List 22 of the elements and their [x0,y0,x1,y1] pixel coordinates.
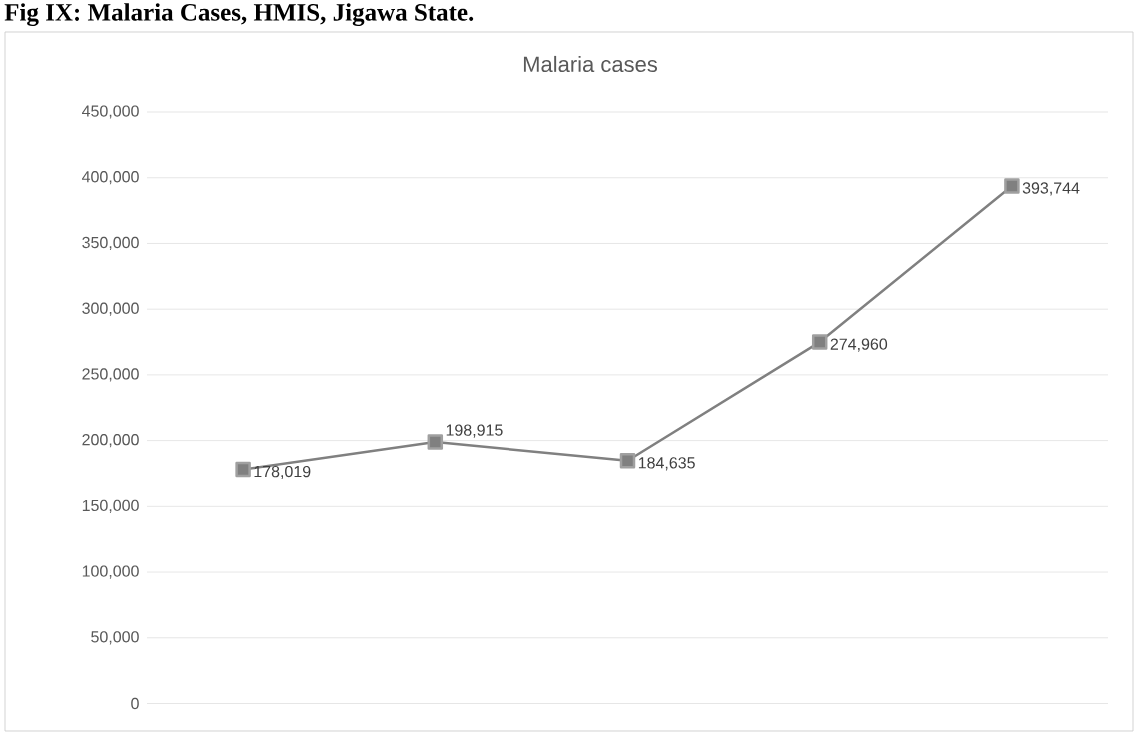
chart-title: Fig IX: Malaria Cases, HMIS, Jigawa State. [4,3,474,27]
y-tick-label: 450,000 [82,105,139,119]
point [1004,178,1020,194]
point [235,461,251,478]
y-tick-label: 0 [131,697,139,710]
data-label: 274,960 [830,338,888,352]
y-tick-label: 150,000 [82,499,139,513]
y-tick-label: 200,000 [82,434,139,448]
point [427,434,444,450]
y-tick-label: 350,000 [82,236,139,251]
point [811,334,828,350]
y-tick-label: 300,000 [82,302,139,316]
data-label: 184,635 [638,457,695,471]
y-tick-label: 400,000 [82,171,139,185]
data-label: 198,915 [446,424,503,438]
point [619,453,636,469]
data-label: 178,019 [254,465,311,480]
chart-subtitle: Malaria cases [523,55,658,73]
data-label: 393,744 [1022,182,1080,196]
y-tick-label: 100,000 [82,565,139,579]
y-tick-label: 250,000 [82,368,139,382]
y-tick-label: 50,000 [91,631,139,645]
